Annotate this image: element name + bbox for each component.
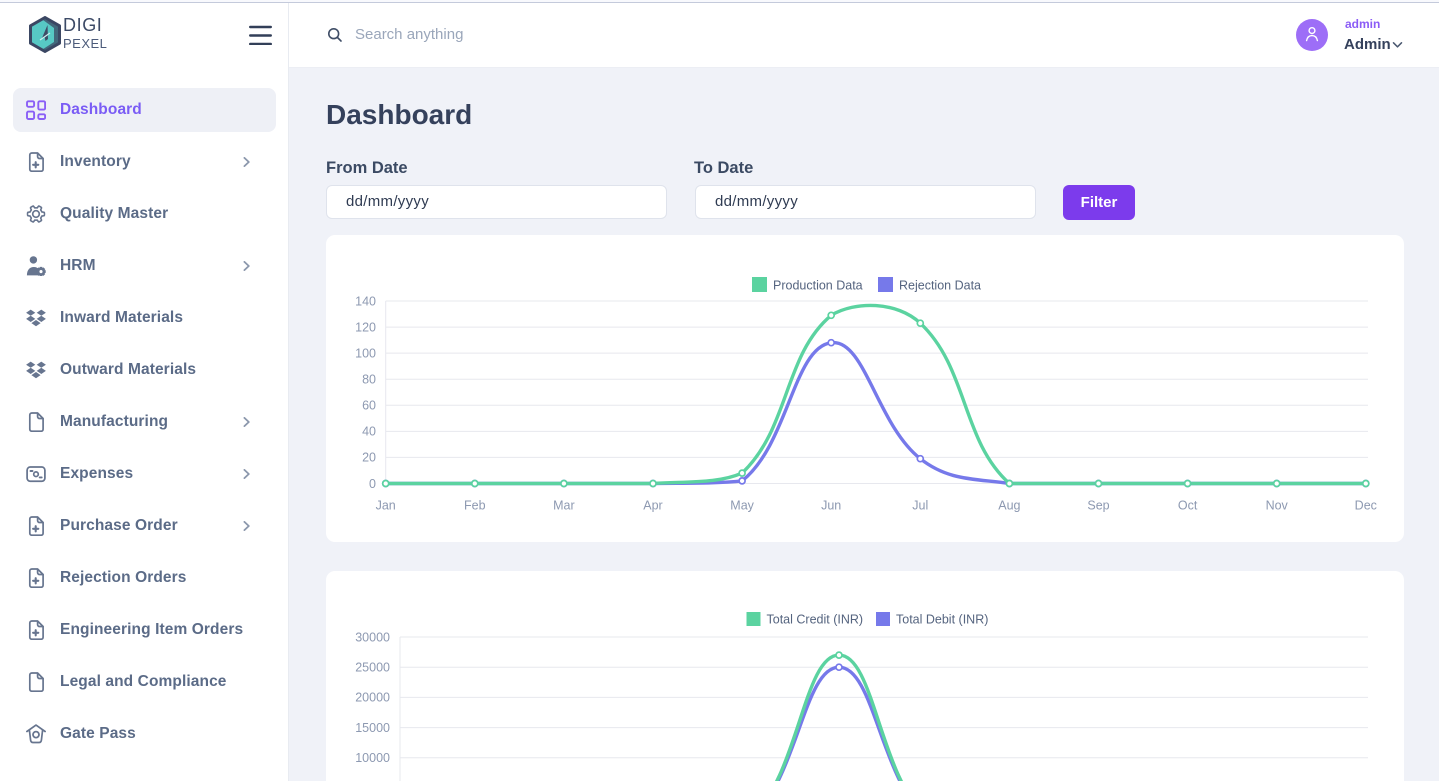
svg-text:40: 40 (362, 425, 376, 439)
svg-text:20000: 20000 (355, 691, 390, 705)
svg-text:20: 20 (362, 451, 376, 465)
svg-text:15000: 15000 (355, 721, 390, 735)
svg-text:Mar: Mar (553, 499, 575, 513)
svg-text:May: May (730, 499, 754, 513)
svg-text:Apr: Apr (643, 499, 662, 513)
svg-text:120: 120 (355, 320, 376, 334)
svg-text:Sep: Sep (1087, 499, 1109, 513)
svg-text:25000: 25000 (355, 661, 390, 675)
svg-text:Nov: Nov (1266, 499, 1289, 513)
svg-text:0: 0 (369, 477, 376, 491)
svg-text:10000: 10000 (355, 751, 390, 765)
svg-text:Total Debit (INR): Total Debit (INR) (896, 613, 988, 627)
svg-text:Jul: Jul (912, 499, 928, 513)
svg-text:Production Data: Production Data (773, 279, 863, 293)
svg-text:Jan: Jan (376, 499, 396, 513)
svg-text:100: 100 (355, 346, 376, 360)
svg-text:Rejection Data: Rejection Data (899, 279, 981, 293)
svg-text:Total Credit (INR): Total Credit (INR) (767, 613, 864, 627)
svg-text:140: 140 (355, 294, 376, 308)
svg-text:Feb: Feb (464, 499, 486, 513)
svg-text:Aug: Aug (998, 499, 1020, 513)
svg-text:Jun: Jun (821, 499, 841, 513)
svg-text:30000: 30000 (355, 630, 390, 644)
svg-text:Dec: Dec (1355, 499, 1377, 513)
svg-text:Oct: Oct (1178, 499, 1198, 513)
svg-text:80: 80 (362, 373, 376, 387)
svg-text:60: 60 (362, 399, 376, 413)
